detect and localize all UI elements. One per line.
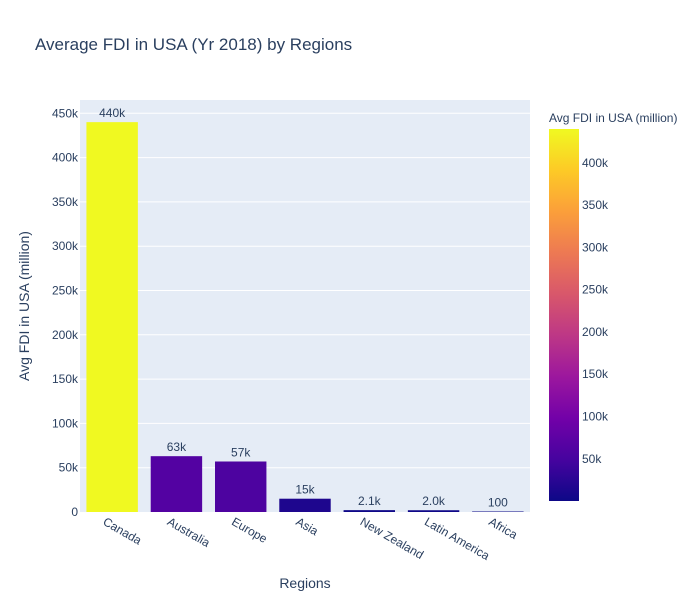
y-tick-label: 50k — [59, 461, 79, 475]
bar-value-label: 15k — [295, 483, 315, 497]
colorbar-title: Avg FDI in USA (million) — [549, 111, 677, 125]
y-tick-label: 250k — [52, 283, 79, 297]
bar — [407, 510, 460, 512]
colorbar-tick-label: 50k — [582, 452, 602, 466]
gridlines — [80, 112, 530, 469]
y-tick-label: 350k — [52, 195, 79, 209]
x-tick-label: Canada — [101, 514, 145, 547]
bar — [215, 461, 267, 512]
bar-value-label: 440k — [99, 106, 126, 120]
bar — [472, 511, 524, 512]
bars — [86, 122, 524, 512]
y-tick-label: 300k — [52, 239, 79, 253]
plot-area — [80, 100, 530, 512]
colorbar-ticks: 50k 100k 150k 200k 250k 300k 350k 400k — [582, 156, 609, 466]
colorbar-tick-label: 200k — [582, 325, 609, 339]
x-axis-label: Regions — [279, 575, 330, 591]
bar-value-label: 100 — [488, 496, 508, 510]
y-tick-label: 450k — [52, 106, 79, 120]
colorbar-tick-label: 400k — [582, 156, 609, 170]
y-axis-label: Avg FDI in USA (million) — [16, 231, 32, 381]
bar-value-label: 2.0k — [422, 494, 446, 508]
bar-value-label: 63k — [167, 440, 187, 454]
x-tick-label: Africa — [486, 514, 520, 542]
colorbar — [549, 129, 579, 501]
x-tick-label: Latin America — [422, 514, 492, 563]
bar — [86, 122, 138, 512]
y-tick-label: 150k — [52, 372, 79, 386]
bar — [279, 498, 331, 512]
bar-value-label: 2.1k — [358, 494, 382, 508]
x-tick-label: New Zealand — [358, 514, 426, 561]
bar-value-labels: 440k 63k 57k 15k 2.1k 2.0k 100 — [99, 106, 508, 509]
colorbar-tick-label: 250k — [582, 283, 609, 297]
x-axis-ticks: Canada Australia Europe Asia New ZealandLati… — [101, 514, 521, 563]
y-tick-label: 0 — [71, 505, 78, 519]
bar — [150, 456, 203, 512]
y-tick-label: 100k — [52, 416, 79, 430]
colorbar-tick-label: 300k — [582, 240, 609, 254]
bar — [343, 510, 395, 512]
chart-title: Average FDI in USA (Yr 2018) by Regions — [35, 35, 352, 54]
colorbar-tick-label: 100k — [582, 410, 609, 424]
x-tick-label: Europe — [229, 514, 270, 546]
colorbar-tick-label: 350k — [582, 198, 609, 212]
y-axis-ticks: 0 50k 100k 150k 200k 250k 300k 350k 400k 450k — [52, 106, 79, 519]
x-tick-label: Australia — [165, 514, 213, 550]
y-tick-label: 200k — [52, 328, 79, 342]
colorbar-tick-label: 150k — [582, 367, 609, 381]
x-tick-label: Asia — [294, 514, 321, 538]
bar-value-label: 57k — [231, 445, 251, 459]
y-tick-label: 400k — [52, 151, 79, 165]
